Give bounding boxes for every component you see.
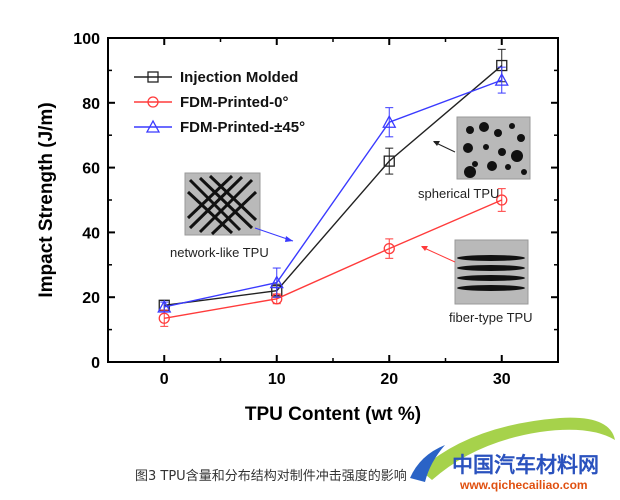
x-tick-label: 20 (380, 371, 398, 388)
fiber-type-tpu-arrow (421, 246, 456, 263)
legend-label: FDM-Printed-0° (180, 94, 289, 111)
series-line (164, 199, 503, 319)
y-tick-label: 100 (73, 31, 100, 48)
fiber-type-tpu-label: fiber-type TPU (449, 310, 533, 325)
data-point (383, 155, 395, 167)
legend: Injection Molded FDM-Printed-0° FDM-Printe… (134, 69, 305, 136)
y-tick-label: 20 (82, 290, 100, 307)
legend-label: FDM-Printed-±45° (180, 119, 305, 136)
legend-marker (145, 119, 161, 133)
legend-label: Injection Molded (180, 69, 298, 86)
spherical-tpu-arrow (433, 141, 456, 153)
y-tick-label: 40 (82, 225, 100, 242)
watermark-text: 中国汽车材料网 (452, 453, 599, 477)
y-axis-title: Impact Strength (J/m) (36, 102, 57, 297)
data-point (494, 72, 509, 86)
series-line (164, 79, 502, 308)
data-point (269, 275, 284, 289)
legend-marker (147, 96, 159, 108)
data-point (158, 312, 170, 324)
x-tick-label: 10 (268, 371, 286, 388)
spherical-tpu-inset (456, 116, 531, 180)
x-tick-label: 30 (493, 371, 511, 388)
x-axis-title: TPU Content (wt %) (245, 404, 421, 425)
network-like-tpu-label: network-like TPU (170, 245, 269, 260)
figure-caption: 图3 TPU含量和分布结构对制件冲击强度的影响 (135, 469, 407, 484)
watermark-url: www.qichecailiao.com (459, 478, 588, 492)
network-like-tpu-arrow (254, 227, 294, 242)
spherical-tpu-label: spherical TPU (418, 186, 499, 201)
data-point (382, 114, 397, 128)
x-tick-label: 0 (160, 371, 169, 388)
network-like-tpu-inset (184, 172, 261, 236)
series-2 (157, 66, 509, 313)
y-tick-label: 60 (82, 161, 100, 178)
fiber-type-tpu-inset (454, 239, 529, 305)
data-point (383, 242, 395, 255)
series-line (164, 65, 503, 306)
y-tick-label: 0 (91, 355, 100, 372)
y-tick-label: 80 (82, 96, 100, 113)
data-point (496, 194, 508, 206)
watermark-logo (410, 417, 615, 482)
legend-marker (147, 71, 159, 83)
data-point (157, 299, 172, 313)
